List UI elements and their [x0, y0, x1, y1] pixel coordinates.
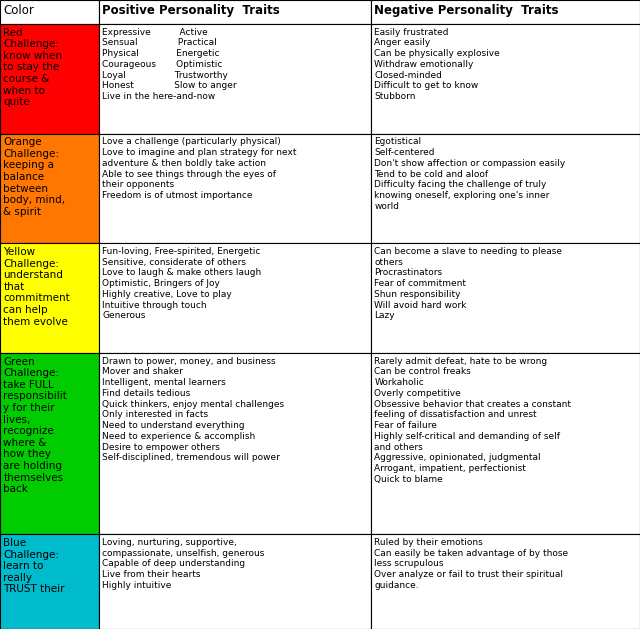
Bar — [371, 353, 640, 534]
Text: Orange
Challenge:
keeping a
balance
between
body, mind,
& spirit: Orange Challenge: keeping a balance betw… — [3, 137, 65, 217]
Text: Drawn to power, money, and business
Mover and shaker
Intelligent, mental learner: Drawn to power, money, and business Move… — [102, 357, 285, 462]
Bar — [0, 24, 99, 133]
Text: Rarely admit defeat, hate to be wrong
Can be control freaks
Workaholic
Overly co: Rarely admit defeat, hate to be wrong Ca… — [374, 357, 572, 484]
Text: Red
Challenge:
know when
to stay the
course &
when to
quite: Red Challenge: know when to stay the cou… — [3, 28, 62, 108]
Text: Color: Color — [3, 4, 34, 17]
Text: Can become a slave to needing to please
others
Procrastinators
Fear of commitmen: Can become a slave to needing to please … — [374, 247, 563, 320]
Text: Blue
Challenge:
learn to
really
TRUST their: Blue Challenge: learn to really TRUST th… — [3, 538, 65, 594]
Bar — [0, 133, 99, 243]
Bar — [371, 0, 640, 24]
Text: Expressive          Active
Sensual              Practical
Physical             E: Expressive Active Sensual Practical Phys… — [102, 28, 237, 101]
Bar — [371, 243, 640, 353]
Text: Fun-loving, Free-spirited, Energetic
Sensitive, considerate of others
Love to la: Fun-loving, Free-spirited, Energetic Sen… — [102, 247, 262, 320]
Bar — [0, 0, 99, 24]
Bar — [0, 243, 99, 353]
Text: Love a challenge (particularly physical)
Love to imagine and plan strategy for n: Love a challenge (particularly physical)… — [102, 137, 297, 200]
Text: Ruled by their emotions
Can easily be taken advantage of by those
less scrupulou: Ruled by their emotions Can easily be ta… — [374, 538, 568, 590]
Text: Green
Challenge:
take FULL
responsibilit
y for their
lives,
recognize
where &
ho: Green Challenge: take FULL responsibilit… — [3, 357, 67, 494]
Bar — [99, 243, 371, 353]
Text: Negative Personality  Traits: Negative Personality Traits — [374, 4, 559, 17]
Text: Positive Personality  Traits: Positive Personality Traits — [102, 4, 280, 17]
Text: Loving, nurturing, supportive,
compassionate, unselfish, generous
Capable of dee: Loving, nurturing, supportive, compassio… — [102, 538, 265, 590]
Bar — [371, 24, 640, 133]
Bar — [371, 133, 640, 243]
Text: Easily frustrated
Anger easily
Can be physically explosive
Withdraw emotionally
: Easily frustrated Anger easily Can be ph… — [374, 28, 500, 101]
Bar — [99, 534, 371, 629]
Text: Yellow
Challenge:
understand
that
commitment
can help
them evolve: Yellow Challenge: understand that commit… — [3, 247, 70, 326]
Bar — [99, 353, 371, 534]
Bar — [99, 24, 371, 133]
Bar — [0, 353, 99, 534]
Bar — [0, 534, 99, 629]
Bar — [99, 133, 371, 243]
Text: Egotistical
Self-centered
Don't show affection or compassion easily
Tend to be c: Egotistical Self-centered Don't show aff… — [374, 137, 566, 211]
Bar — [371, 534, 640, 629]
Bar — [99, 0, 371, 24]
